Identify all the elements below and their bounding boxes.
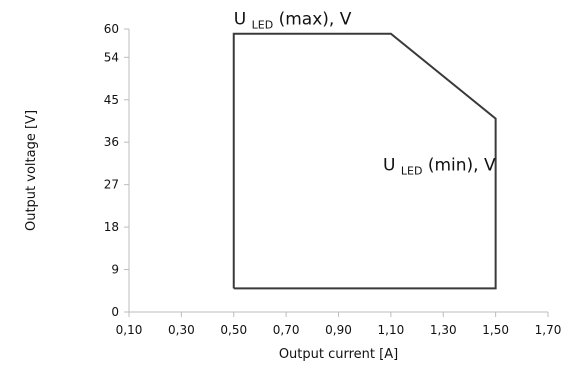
y-tick-label: 9 xyxy=(111,263,119,277)
y-tick-label: 60 xyxy=(104,22,119,36)
x-tick-label: 1,70 xyxy=(535,323,562,337)
annotation-uled-max-suffix: (max), V xyxy=(279,9,352,29)
annotation-uled-min-sub: LED xyxy=(401,165,423,178)
annotation-uled-min-main: U xyxy=(383,156,395,176)
y-axis-title: Output voltage [V] xyxy=(24,110,39,231)
x-tick-label: 0,30 xyxy=(168,323,195,337)
annotation-uled-min: U LED (min), V xyxy=(383,156,496,180)
annotation-uled-max: U LED (max), V xyxy=(234,9,352,33)
y-tick-label: 36 xyxy=(104,135,119,149)
x-axis-title: Output current [A] xyxy=(279,347,398,362)
x-tick-label: 0,90 xyxy=(325,323,352,337)
x-tick-label: 0,10 xyxy=(116,323,143,337)
annotation-uled-min-suffix: (min), V xyxy=(428,156,496,176)
y-tick-label: 45 xyxy=(104,93,119,107)
annotation-uled-max-sub: LED xyxy=(252,18,274,31)
y-tick-label: 18 xyxy=(104,220,119,234)
x-tick-label: 0,70 xyxy=(273,323,300,337)
x-tick-label: 1,30 xyxy=(430,323,457,337)
operating-window-outline xyxy=(232,32,497,290)
y-ticks: 0 9 18 27 36 45 54 60 xyxy=(104,22,129,319)
y-tick-label: 27 xyxy=(104,178,119,192)
x-ticks: 0,10 0,30 0,50 0,70 0,90 1,10 1,30 1,50 1,70 xyxy=(116,312,562,337)
series-layer xyxy=(232,32,497,290)
annotation-uled-max-main: U xyxy=(234,9,246,29)
y-tick-label: 54 xyxy=(104,50,119,64)
x-tick-label: 1,50 xyxy=(482,323,509,337)
y-tick-label: 0 xyxy=(111,305,119,319)
x-tick-label: 0,50 xyxy=(220,323,247,337)
x-tick-label: 1,10 xyxy=(378,323,405,337)
